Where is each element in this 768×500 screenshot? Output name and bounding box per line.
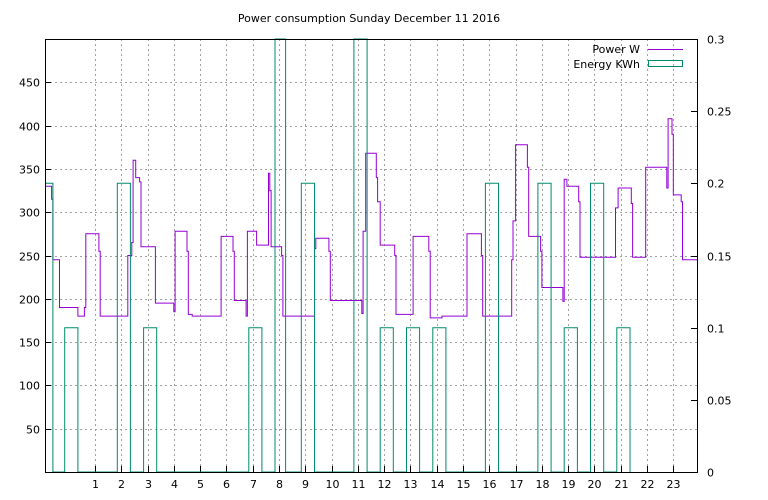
- x-tick-label: 7: [250, 478, 257, 491]
- legend-label-energy: Energy KWh: [573, 58, 640, 71]
- legend: Power W Energy KWh: [573, 43, 683, 71]
- y2-tick-label: 0.2: [707, 178, 725, 191]
- x-tick-label: 13: [404, 478, 418, 491]
- y2-tick-label: 0.05: [707, 395, 732, 408]
- x-tick-label: 8: [276, 478, 283, 491]
- y-tick-label: 50: [26, 424, 40, 437]
- x-tick-label: 19: [562, 478, 576, 491]
- y-tick-label: 300: [19, 207, 40, 220]
- y2-tick-label: 0.15: [707, 251, 732, 264]
- x-tick-label: 14: [431, 478, 445, 491]
- x-tick-label: 3: [145, 478, 152, 491]
- y-tick-label: 150: [19, 337, 40, 350]
- x-tick-label: 20: [588, 478, 602, 491]
- y-tick-label: 200: [19, 294, 40, 307]
- x-tick-label: 5: [197, 478, 204, 491]
- y2-tick-label: 0: [707, 467, 714, 480]
- x-tick-label: 4: [171, 478, 178, 491]
- x-axis-ticks: 1 2 3 4 5 6 7 8 9 10 11 12 13 14 15 16 17 18 19 20 21 22 23: [92, 466, 681, 491]
- y-tick-label: 350: [19, 164, 40, 177]
- x-tick-label: 21: [615, 478, 629, 491]
- x-tick-label: 18: [536, 478, 550, 491]
- y-tick-label: 400: [19, 121, 40, 134]
- x-tick-label: 16: [483, 478, 497, 491]
- x-tick-label: 1: [92, 478, 99, 491]
- y2-tick-label: 0.1: [707, 323, 725, 336]
- y-tick-label: 100: [19, 380, 40, 393]
- plot-border: [45, 39, 698, 473]
- legend-swatch-energy: [648, 60, 683, 67]
- x-tick-label: 17: [510, 478, 524, 491]
- legend-label-power: Power W: [592, 43, 640, 56]
- x-tick-label: 10: [326, 478, 340, 491]
- grid: [45, 39, 697, 472]
- series-line-power: [45, 118, 697, 319]
- x-tick-label: 23: [667, 478, 681, 491]
- y-tick-label: 250: [19, 251, 40, 264]
- x-tick-label: 15: [457, 478, 471, 491]
- chart-title: Power consumption Sunday December 11 201…: [238, 12, 500, 25]
- x-tick-label: 11: [352, 478, 366, 491]
- x-tick-label: 6: [223, 478, 230, 491]
- x-tick-label: 9: [302, 478, 309, 491]
- y-tick-label: 450: [19, 77, 40, 90]
- x-tick-label: 2: [118, 478, 125, 491]
- y-axis-ticks: 50 100 150 200 250 300 350 400 450: [19, 77, 51, 437]
- y2-tick-label: 0.25: [707, 106, 732, 119]
- x-tick-label: 22: [641, 478, 655, 491]
- x-tick-label: 12: [378, 478, 392, 491]
- y2-tick-label: 0.3: [707, 34, 725, 47]
